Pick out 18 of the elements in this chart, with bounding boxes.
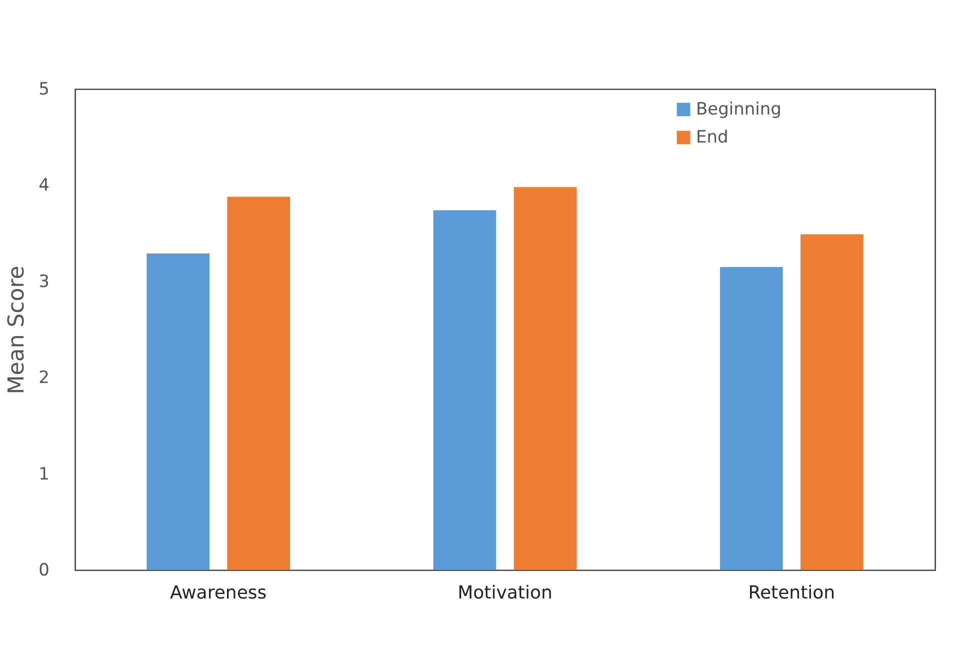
y-axis-title: Mean Score (4, 266, 30, 394)
bar (800, 234, 864, 570)
bar (146, 254, 210, 570)
x-tick-label: Motivation (458, 582, 552, 604)
y-tick-label: 0 (38, 560, 50, 580)
x-tick-label: Retention (748, 582, 836, 604)
y-tick-label: 5 (38, 80, 50, 100)
bar (227, 196, 290, 570)
bar (720, 266, 783, 570)
y-tick-label: 1 (38, 464, 50, 484)
legend-label: Beginning (696, 100, 782, 120)
y-tick-label: 4 (38, 176, 50, 196)
legend-label: End (696, 128, 728, 148)
y-tick-label: 2 (38, 368, 50, 388)
bar (433, 210, 496, 570)
bar (514, 187, 577, 570)
x-tick-label: Awareness (170, 582, 267, 604)
y-tick-label: 3 (38, 272, 50, 292)
